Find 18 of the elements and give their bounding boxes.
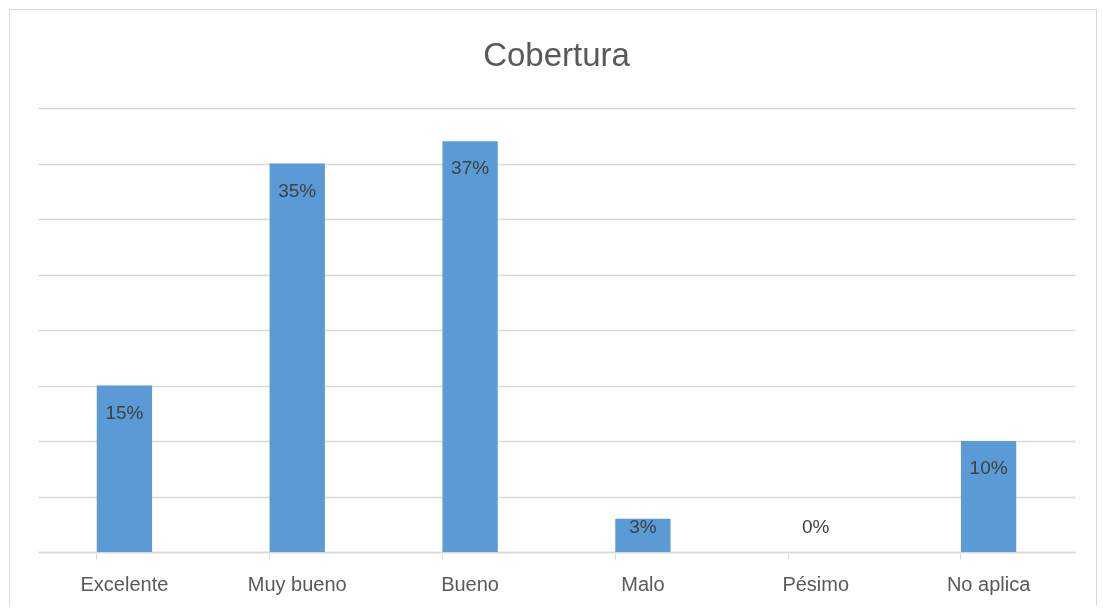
x-tick-label: Excelente xyxy=(80,572,169,595)
bar xyxy=(96,385,153,552)
data-label: 35% xyxy=(278,179,317,201)
bar xyxy=(960,441,1017,552)
bar xyxy=(615,518,671,552)
x-tick-label: Bueno xyxy=(441,572,500,595)
x-tick-label: Muy bueno xyxy=(247,572,347,595)
data-label: 10% xyxy=(969,457,1008,478)
data-label: 0% xyxy=(802,516,830,537)
chart-title: Cobertura xyxy=(483,36,631,73)
x-tick-label: Malo xyxy=(621,572,665,595)
data-label: 15% xyxy=(105,401,144,423)
data-label: 3% xyxy=(629,516,657,537)
bar xyxy=(442,141,498,552)
data-label: 37% xyxy=(451,157,490,179)
x-tick-label: No aplica xyxy=(946,572,1032,595)
bar xyxy=(269,163,325,552)
x-tick-label: Pésimo xyxy=(782,572,850,595)
